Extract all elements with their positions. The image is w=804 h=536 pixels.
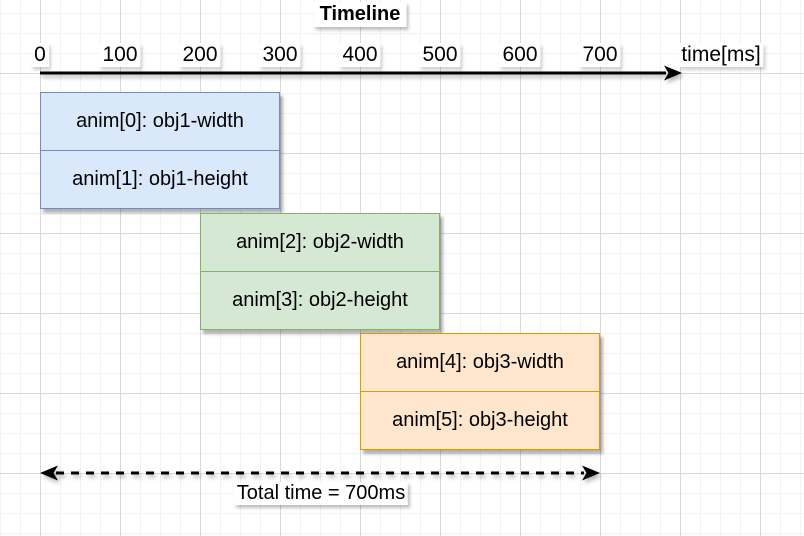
axis-tick-label-0: 0 [31,43,49,68]
axis-tick-label-500: 500 [419,43,461,68]
axis-tick-label-200: 200 [179,43,221,68]
left-arrowhead-icon [40,465,58,481]
axis-tick-label-400: 400 [339,43,381,68]
anim-bar-4: anim[4]: obj3-width [361,334,599,392]
anim-bar-1-label: anim[1]: obj1-height [72,168,248,190]
axis-tick-label-700: 700 [579,43,621,68]
anim-bar-5-label: anim[5]: obj3-height [392,409,568,431]
right-arrowhead-icon [582,465,600,481]
anim-bar-2: anim[2]: obj2-width [201,214,439,272]
anim-bar-2-label: anim[2]: obj2-width [236,231,404,253]
axis-tick-label-600: 600 [499,43,541,68]
anim-bar-0-label: anim[0]: obj1-width [76,110,244,132]
anim-bar-1: anim[1]: obj1-height [41,151,279,208]
diagram-title: Timeline [313,2,407,27]
anim-group-obj2: anim[2]: obj2-width anim[3]: obj2-height [200,213,440,330]
anim-bar-0: anim[0]: obj1-width [41,93,279,151]
anim-bar-5: anim[5]: obj3-height [361,392,599,449]
axis-tick-label-100: 100 [99,43,141,68]
total-time-label: Total time = 700ms [233,482,409,505]
axis-tick-label-300: 300 [259,43,301,68]
axis-arrowhead-icon [664,65,682,81]
axis-unit-label: time[ms] [678,43,764,68]
anim-bar-3: anim[3]: obj2-height [201,272,439,329]
anim-bar-3-label: anim[3]: obj2-height [232,289,408,311]
anim-group-obj3: anim[4]: obj3-width anim[5]: obj3-height [360,333,600,450]
anim-group-obj1: anim[0]: obj1-width anim[1]: obj1-height [40,92,280,209]
anim-bar-4-label: anim[4]: obj3-width [396,351,564,373]
